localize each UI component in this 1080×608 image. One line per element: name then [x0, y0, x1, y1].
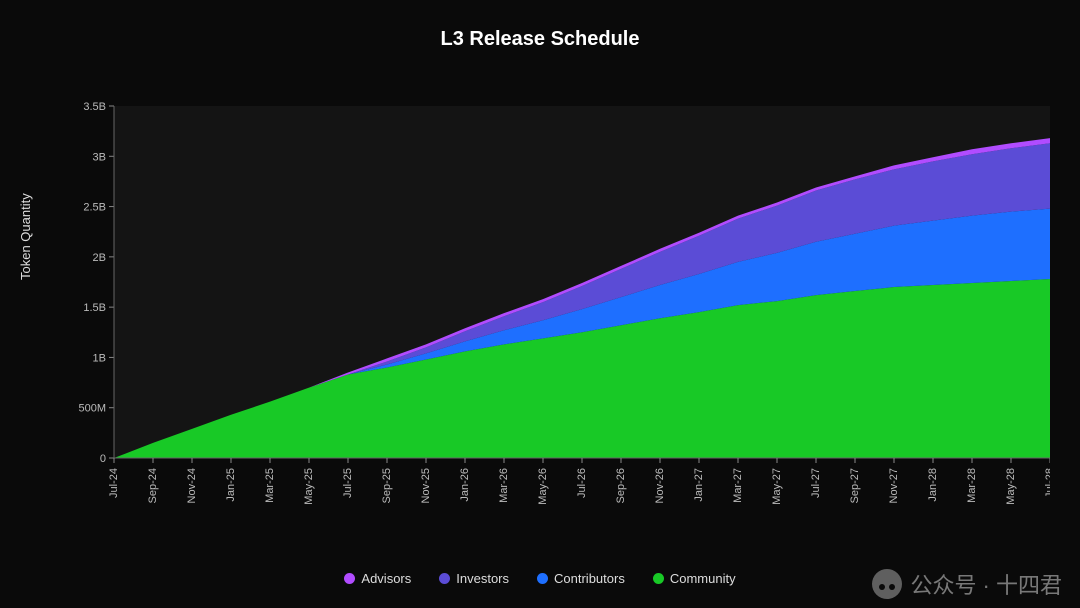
legend-swatch: [439, 573, 450, 584]
ytick-label: 500M: [78, 403, 106, 415]
y-axis-label: Token Quantity: [18, 193, 33, 280]
legend-label: Community: [670, 571, 736, 586]
xtick-label: May-27: [771, 468, 783, 505]
ytick-label: 1.5B: [83, 302, 106, 314]
legend-label: Advisors: [361, 571, 411, 586]
xtick-label: Jan-27: [693, 468, 705, 502]
xtick-label: Jul-25: [342, 468, 354, 498]
xtick-label: May-26: [537, 468, 549, 505]
xtick-label: Jul-26: [576, 468, 588, 498]
xtick-label: Nov-25: [420, 468, 432, 503]
watermark: 公众号 · 十四君: [872, 568, 1062, 600]
xtick-label: Jan-26: [459, 468, 471, 502]
xtick-label: Mar-27: [732, 468, 744, 503]
ytick-label: 1B: [93, 352, 106, 364]
chart-title: L3 Release Schedule: [0, 0, 1080, 51]
legend-swatch: [537, 573, 548, 584]
xtick-label: May-25: [303, 468, 315, 505]
ytick-label: 2.5B: [83, 202, 106, 214]
xtick-label: Nov-24: [186, 468, 198, 503]
xtick-label: Jul-27: [810, 468, 822, 498]
legend-item-community: Community: [653, 571, 736, 586]
xtick-label: Sep-24: [147, 468, 159, 503]
legend-item-contributors: Contributors: [537, 571, 625, 586]
legend-item-advisors: Advisors: [344, 571, 411, 586]
legend-swatch: [653, 573, 664, 584]
xtick-label: Mar-25: [264, 468, 276, 503]
ytick-label: 2B: [93, 252, 106, 264]
legend-label: Investors: [456, 571, 509, 586]
xtick-label: Jul-28: [1044, 468, 1050, 498]
stacked-area-chart: 0 500M 1B 1.5B 2B 2.5B 3B 3.5B Jul-24 Sep-24 Nov-2…: [60, 90, 1050, 520]
xtick-label: Sep-25: [381, 468, 393, 503]
xtick-label: May-28: [1005, 468, 1017, 505]
xtick-label: Jan-28: [927, 468, 939, 502]
ytick-label: 3.5B: [83, 101, 106, 113]
legend-swatch: [344, 573, 355, 584]
chart-area: 0 500M 1B 1.5B 2B 2.5B 3B 3.5B Jul-24 Sep-24 Nov-2…: [60, 90, 1050, 520]
xtick-label: Nov-27: [888, 468, 900, 503]
legend-label: Contributors: [554, 571, 625, 586]
xtick-label: Jan-25: [225, 468, 237, 502]
xtick-label: Mar-26: [498, 468, 510, 503]
xtick-label: Mar-28: [966, 468, 978, 503]
watermark-text: 公众号 · 十四君: [910, 568, 1062, 600]
xtick-label: Nov-26: [654, 468, 666, 503]
xtick-label: Sep-27: [849, 468, 861, 503]
ytick-label: 0: [100, 453, 106, 465]
ytick-label: 3B: [93, 151, 106, 163]
legend-item-investors: Investors: [439, 571, 509, 586]
xtick-label: Jul-24: [108, 468, 120, 498]
xtick-label: Sep-26: [615, 468, 627, 503]
wechat-icon: [872, 569, 902, 599]
